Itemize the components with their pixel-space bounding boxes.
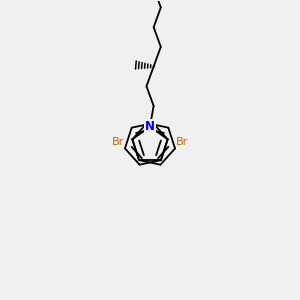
Text: Br: Br [176,137,188,147]
Text: N: N [145,120,155,133]
Text: Br: Br [112,137,124,147]
